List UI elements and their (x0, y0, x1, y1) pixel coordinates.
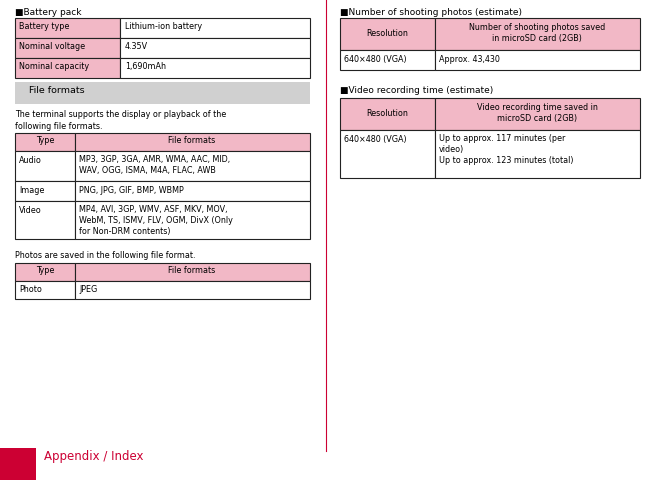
Bar (15, 133, 75, 151)
Text: MP4, AVI, 3GP, WMV, ASF, MKV, MOV,: MP4, AVI, 3GP, WMV, ASF, MKV, MOV, (79, 205, 227, 214)
Bar (75, 263, 310, 281)
Text: Approx. 43,430: Approx. 43,430 (439, 55, 500, 64)
Bar (340, 50, 435, 70)
Text: The terminal supports the display or playback of the: The terminal supports the display or pla… (15, 110, 226, 119)
Bar (120, 18, 310, 38)
Text: Video recording time saved in: Video recording time saved in (476, 103, 597, 112)
Text: Image: Image (19, 186, 45, 195)
Bar (15, 18, 120, 38)
Text: JPEG: JPEG (79, 285, 97, 294)
Bar (435, 50, 640, 70)
Text: Up to approx. 123 minutes (total): Up to approx. 123 minutes (total) (439, 156, 574, 165)
Bar (120, 58, 310, 78)
Text: 640×480 (VGA): 640×480 (VGA) (344, 55, 407, 64)
Bar (15, 281, 75, 299)
Text: WebM, TS, ISMV, FLV, OGM, DivX (Only: WebM, TS, ISMV, FLV, OGM, DivX (Only (79, 216, 233, 225)
Text: MP3, 3GP, 3GA, AMR, WMA, AAC, MID,: MP3, 3GP, 3GA, AMR, WMA, AAC, MID, (79, 155, 230, 164)
Bar (15, 201, 75, 239)
Text: File formats: File formats (29, 86, 85, 95)
Text: microSD card (2GB): microSD card (2GB) (497, 114, 577, 123)
Text: Photos are saved in the following file format.: Photos are saved in the following file f… (15, 251, 196, 260)
Text: in microSD card (2GB): in microSD card (2GB) (492, 34, 582, 43)
Text: Type: Type (36, 136, 54, 145)
Text: Video: Video (19, 206, 42, 215)
Text: Lithium-ion battery: Lithium-ion battery (125, 22, 202, 31)
Text: Type: Type (36, 266, 54, 275)
Bar (75, 281, 310, 299)
Text: Photo: Photo (19, 285, 42, 294)
Text: ■Video recording time (estimate): ■Video recording time (estimate) (340, 86, 493, 95)
Bar (0, 448, 36, 480)
Text: Battery type: Battery type (19, 22, 70, 31)
Bar (75, 151, 310, 181)
Bar (340, 130, 435, 178)
Bar (15, 58, 120, 78)
Text: for Non-DRM contents): for Non-DRM contents) (79, 227, 171, 236)
Text: 1,690mAh: 1,690mAh (125, 62, 166, 71)
Bar (15, 181, 75, 201)
Bar (435, 18, 640, 50)
Text: 4.35V: 4.35V (125, 42, 148, 51)
Text: Up to approx. 117 minutes (per: Up to approx. 117 minutes (per (439, 134, 566, 143)
Text: Nominal voltage: Nominal voltage (19, 42, 85, 51)
Bar (15, 82, 310, 104)
Bar (75, 181, 310, 201)
Bar (435, 98, 640, 130)
Text: Resolution: Resolution (366, 109, 408, 118)
Text: Nominal capacity: Nominal capacity (19, 62, 89, 71)
Bar (340, 98, 435, 130)
Text: 228: 228 (2, 450, 30, 463)
Bar (435, 130, 640, 178)
Bar (120, 38, 310, 58)
Bar (340, 18, 435, 50)
Text: File formats: File formats (168, 266, 215, 275)
Bar (15, 263, 75, 281)
Text: Appendix / Index: Appendix / Index (44, 450, 143, 463)
Text: File formats: File formats (168, 136, 215, 145)
Text: ■Number of shooting photos (estimate): ■Number of shooting photos (estimate) (340, 8, 522, 17)
Text: Resolution: Resolution (366, 29, 408, 38)
Text: following file formats.: following file formats. (15, 122, 102, 131)
Text: PNG, JPG, GIF, BMP, WBMP: PNG, JPG, GIF, BMP, WBMP (79, 186, 184, 195)
Text: video): video) (439, 145, 464, 154)
Text: 640×480 (VGA): 640×480 (VGA) (344, 135, 407, 144)
Text: ■Battery pack: ■Battery pack (15, 8, 81, 17)
Bar (15, 151, 75, 181)
Text: Audio: Audio (19, 156, 42, 165)
Bar (75, 133, 310, 151)
Bar (75, 201, 310, 239)
Text: Number of shooting photos saved: Number of shooting photos saved (469, 23, 605, 32)
Text: WAV, OGG, ISMA, M4A, FLAC, AWB: WAV, OGG, ISMA, M4A, FLAC, AWB (79, 166, 216, 175)
Bar (15, 38, 120, 58)
